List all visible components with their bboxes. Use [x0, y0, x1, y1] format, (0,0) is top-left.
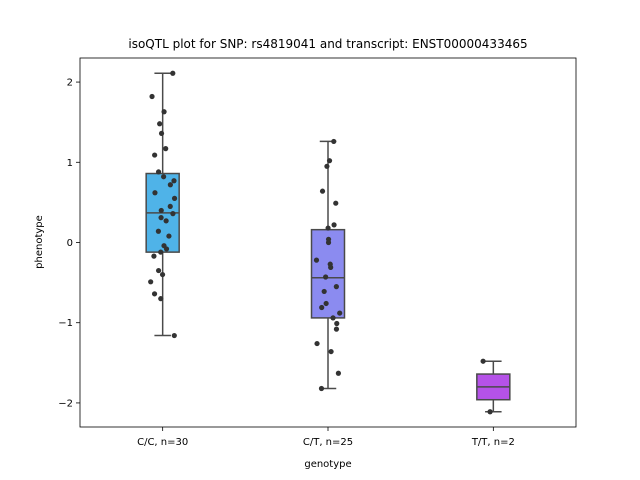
data-point [167, 203, 173, 210]
data-point [161, 174, 167, 180]
data-point [314, 340, 320, 347]
data-point [323, 274, 329, 280]
data-point [313, 257, 320, 263]
data-point [328, 264, 334, 270]
data-point [163, 218, 169, 224]
data-point [163, 146, 169, 152]
data-point [319, 188, 326, 194]
data-point [323, 300, 329, 307]
data-point [170, 211, 176, 217]
box-group [476, 360, 511, 413]
data-point [152, 190, 158, 196]
data-point [149, 93, 155, 100]
data-point [155, 228, 162, 234]
data-point [159, 271, 166, 278]
x-tick-label: C/T, n=25 [303, 437, 353, 448]
data-point [171, 332, 177, 339]
data-point [171, 178, 177, 184]
data-point [155, 267, 162, 274]
data-point [333, 284, 339, 290]
data-point [166, 233, 172, 239]
data-point [157, 121, 163, 127]
data-point [171, 195, 178, 201]
strip-points-layer [148, 70, 493, 415]
data-point [158, 215, 164, 221]
y-tick-label: 0 [67, 238, 73, 249]
data-point [480, 358, 486, 364]
data-point [151, 291, 158, 297]
data-point [319, 304, 325, 311]
data-point [321, 288, 327, 295]
data-point [335, 370, 342, 376]
data-point [158, 296, 164, 302]
data-point [148, 279, 154, 285]
data-point [333, 200, 339, 206]
data-point [326, 158, 333, 164]
data-point [152, 152, 158, 158]
data-point [331, 222, 337, 228]
data-point [487, 409, 493, 415]
data-point [158, 130, 165, 137]
data-point [170, 70, 176, 76]
data-point [324, 163, 330, 169]
x-tick-label: C/C, n=30 [137, 437, 188, 448]
y-axis: −2 −1 0 1 2 [58, 78, 80, 409]
y-axis-title: phenotype [34, 215, 45, 269]
data-point [161, 109, 167, 115]
data-point [158, 207, 164, 214]
data-point [318, 385, 325, 392]
chart-title: isoQTL plot for SNP: rs4819041 and trans… [128, 37, 527, 51]
data-point [167, 182, 173, 188]
y-tick-label: 2 [67, 78, 73, 89]
data-point [331, 138, 337, 145]
data-point [330, 315, 336, 321]
y-tick-label: −1 [58, 318, 73, 329]
x-axis: C/C, n=30 C/T, n=25 T/T, n=2 [137, 427, 515, 448]
y-tick-label: 1 [67, 158, 73, 169]
data-point [158, 249, 164, 255]
data-point [155, 169, 162, 175]
data-point [334, 320, 340, 327]
y-tick-label: −2 [58, 398, 73, 409]
data-point [337, 310, 343, 316]
data-point [163, 246, 170, 252]
data-point [151, 253, 157, 259]
data-point [328, 348, 334, 355]
data-point [325, 225, 331, 231]
x-axis-title: genotype [304, 459, 351, 470]
data-point [333, 326, 340, 332]
data-point [325, 239, 332, 246]
x-tick-label: T/T, n=2 [471, 437, 515, 448]
